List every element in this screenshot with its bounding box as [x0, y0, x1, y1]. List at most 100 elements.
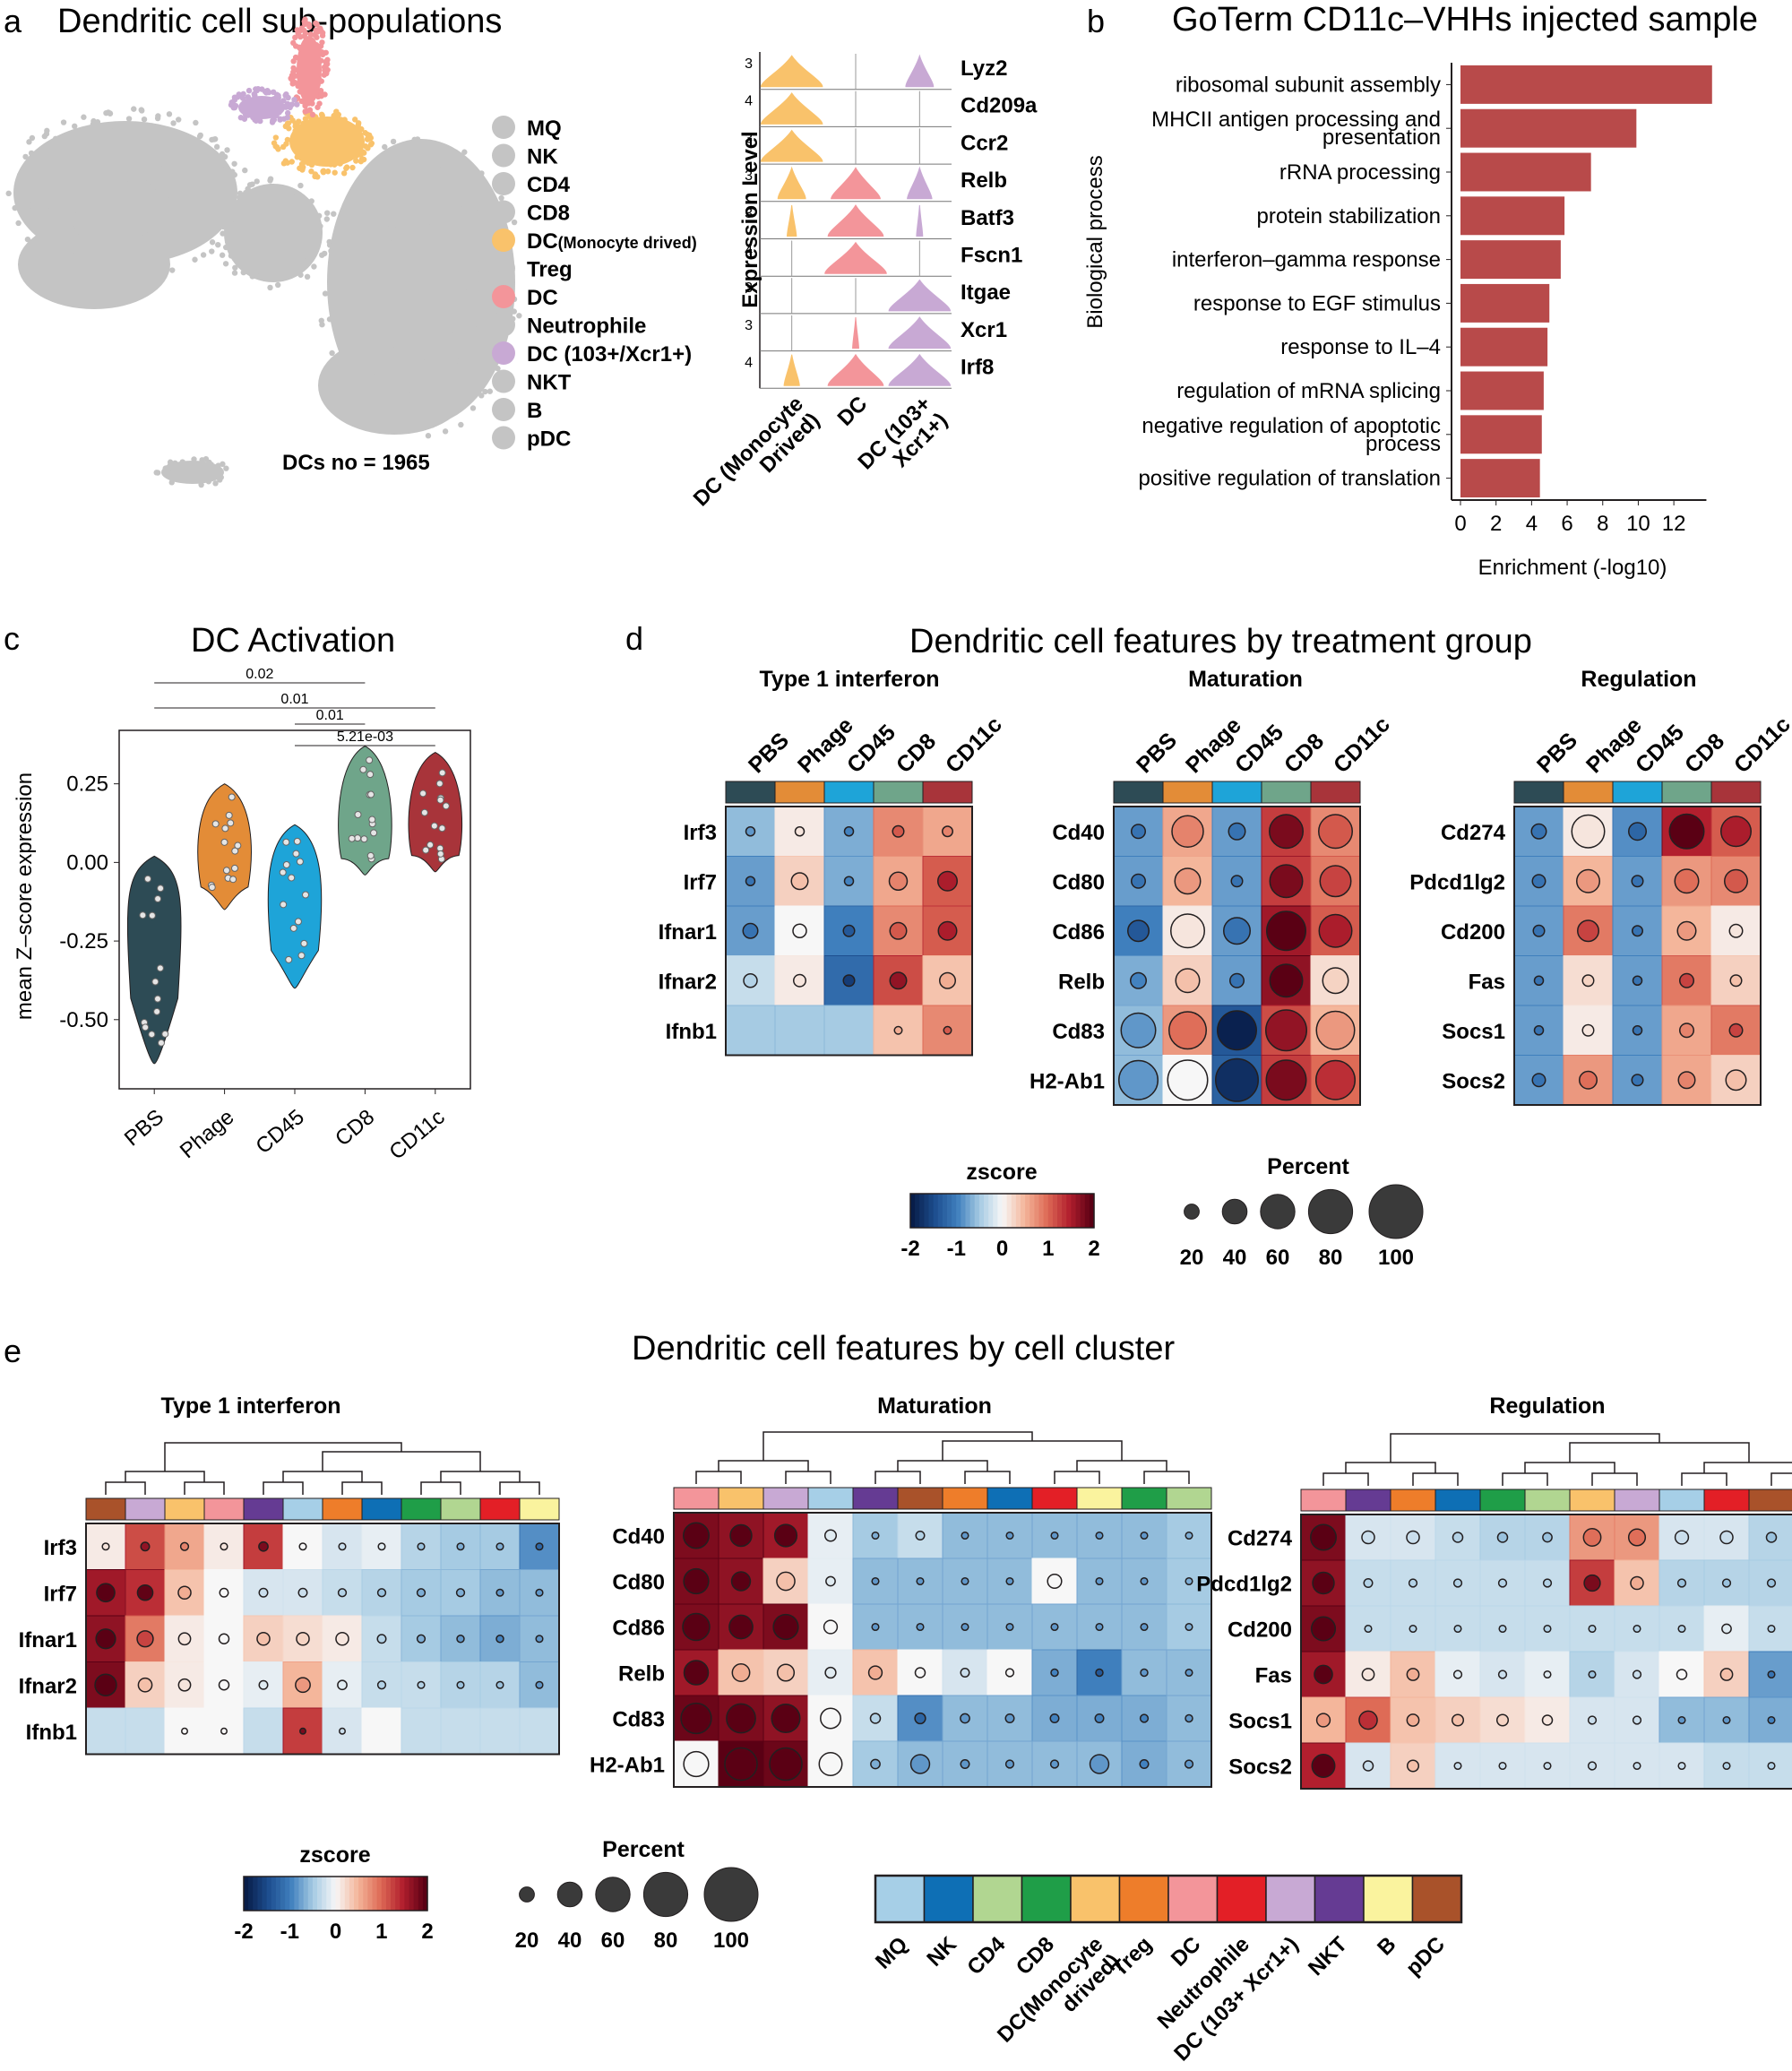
e1-dot	[1005, 1576, 1014, 1586]
e-zscore-tick-3: 1	[375, 1920, 387, 1944]
d-zscore-swatch	[969, 1194, 976, 1228]
treatment-dotplots: Type 1 interferon Irf3 Irf7 Ifnar1 Ifnar2 Ifn…	[659, 667, 1792, 1106]
violin-point	[157, 884, 165, 893]
e1-dot	[1089, 1754, 1110, 1774]
d0-colorbar-CD45	[823, 781, 874, 804]
umap-point	[431, 273, 437, 280]
umap-point	[395, 358, 401, 365]
umap-point	[403, 292, 410, 298]
umap-scatter	[5, 16, 522, 488]
e2-dot	[1543, 1624, 1552, 1634]
umap-point-dc-xcr1	[284, 114, 290, 121]
e2-colorbar-NK	[1434, 1489, 1481, 1512]
umap-point-dc-monocyte	[280, 160, 288, 167]
umap-point	[482, 210, 488, 216]
d2-dot	[1632, 975, 1643, 986]
umap-point	[310, 237, 317, 245]
violin-shape	[907, 166, 933, 200]
e2-dot	[1676, 1578, 1687, 1588]
umap-point	[363, 230, 369, 237]
panel-label-b: b	[1087, 3, 1105, 39]
umap-point	[77, 229, 84, 236]
e2-dot	[1451, 1713, 1465, 1727]
violin-point	[208, 884, 216, 892]
e0-dot	[417, 1542, 426, 1551]
e0-dot	[339, 1727, 346, 1735]
umap-point	[439, 341, 445, 348]
bar-xtick-label-8: 8	[1597, 512, 1608, 536]
e2-dot	[1582, 1528, 1602, 1547]
e0-border	[85, 1523, 560, 1756]
umap-point	[458, 272, 464, 280]
umap-point	[357, 211, 364, 218]
umap-point	[354, 289, 360, 296]
e0-dot	[218, 1678, 230, 1691]
d-percent-dot-3	[1307, 1188, 1354, 1235]
e0-dot	[94, 1673, 117, 1696]
e-zscore-swatch	[376, 1877, 383, 1911]
bar-category-label-1: presentation	[1322, 125, 1441, 150]
bar-7	[1460, 371, 1544, 410]
e-zscore-swatch	[253, 1877, 258, 1911]
dc-count-label: DCs no = 1965	[282, 451, 430, 475]
d0-dot	[888, 871, 909, 891]
d2-dot	[1631, 875, 1644, 888]
d-zscore-swatch	[1047, 1194, 1054, 1228]
umap-point	[93, 139, 99, 145]
e1-dot	[960, 1668, 970, 1678]
violin-shape	[787, 204, 797, 237]
umap-point	[246, 191, 254, 197]
umap-point-dc-monocyte	[364, 136, 371, 142]
umap-point-dc-monocyte	[272, 134, 280, 141]
umap-point	[451, 358, 457, 366]
e2-dot	[1453, 1624, 1462, 1634]
c-ytick-label-3: -0.50	[59, 1008, 108, 1032]
panel-d-title: Dendritic cell features by treatment gro…	[909, 623, 1532, 660]
legend-swatch-1	[492, 143, 515, 168]
e1-dot	[1185, 1576, 1193, 1586]
umap-point	[441, 356, 447, 363]
panel-label-d: d	[625, 620, 643, 657]
legend-label-0: MQ	[527, 116, 562, 141]
umap-point	[140, 177, 147, 183]
e-zscore-swatch	[381, 1877, 387, 1911]
violin-shape	[827, 204, 884, 237]
d1-dot	[1322, 967, 1349, 995]
e2-dot	[1630, 1575, 1644, 1591]
e1-dot	[1095, 1576, 1104, 1586]
umap-point	[171, 170, 177, 177]
umap-point	[296, 227, 303, 233]
e1-dot	[769, 1747, 803, 1782]
d2-group-label-Phage: Phage	[1581, 712, 1647, 778]
legend-label-5: Treg	[527, 258, 573, 282]
umap-point	[276, 188, 282, 195]
umap-point	[215, 241, 221, 248]
umap-point	[157, 188, 163, 195]
violin-tick: 3	[745, 56, 753, 72]
d0-group-label-CD8: CD8	[892, 729, 941, 778]
e-zscore-swatch	[280, 1877, 286, 1911]
umap-point	[128, 202, 135, 208]
legend-label-10: B	[527, 399, 542, 423]
umap-point	[220, 219, 227, 225]
cluster-legend-swatch-3	[1021, 1875, 1072, 1923]
d1-dot	[1228, 822, 1246, 841]
panel-label-c: c	[4, 620, 20, 657]
violin-point	[282, 860, 290, 868]
d2-gene-Cd200: Cd200	[1441, 920, 1505, 945]
goterm-bar-chart: ribosomal subunit assembly MHCII antigen …	[1083, 63, 1712, 580]
umap-point	[132, 189, 139, 196]
umap-point	[381, 249, 388, 255]
violin-point	[368, 815, 376, 824]
e0-dot	[256, 1631, 271, 1646]
violin-point	[348, 834, 356, 842]
umap-point-dc-xcr1	[235, 94, 241, 100]
umap-point	[354, 401, 360, 407]
umap-point	[57, 222, 65, 229]
umap-point	[211, 172, 218, 178]
violin-point	[359, 765, 367, 773]
violin-point	[420, 808, 428, 816]
umap-point	[167, 227, 174, 234]
e1-dot	[683, 1750, 710, 1778]
e1-colorbar-DC(Monocyte drived)	[718, 1487, 764, 1510]
